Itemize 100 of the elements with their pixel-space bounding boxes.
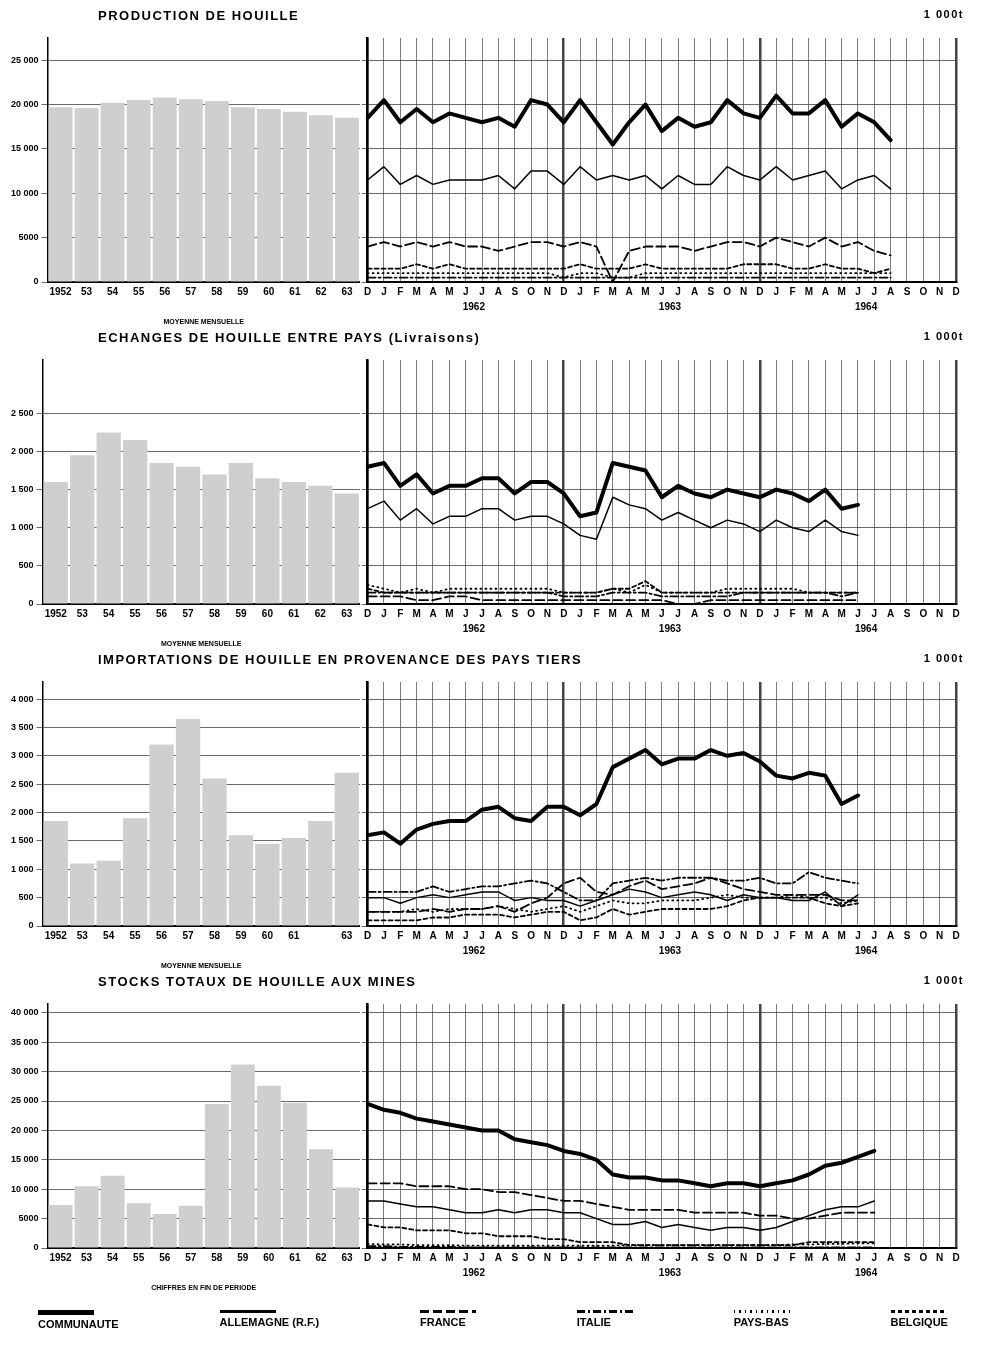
x-tick-label: 57 [185, 285, 197, 297]
chart-title: PRODUCTION DE HOUILLE [98, 8, 300, 25]
y-tick-label: 1 500 [10, 484, 34, 495]
x-tick-label: J [462, 285, 469, 297]
x-tick-label: J [659, 285, 665, 297]
x-tick-label: M [804, 1251, 814, 1263]
x-tick-label: M [837, 929, 846, 941]
x-tick-label: F [789, 1251, 796, 1263]
x-tick-label: M [412, 1251, 421, 1263]
y-tick-label: 30 000 [11, 1066, 39, 1077]
y-tick-label: 0 [28, 598, 34, 609]
x-tick-label: D [363, 285, 372, 297]
x-tick-label: D [756, 1251, 764, 1263]
x-tick-label: J [577, 1251, 583, 1263]
y-tick-label: 2 500 [10, 407, 34, 418]
x-tick-label: S [903, 285, 911, 297]
x-tick-label: J [675, 607, 681, 619]
y-tick-label: 20 000 [11, 1124, 39, 1135]
x-tick-label: D [952, 1251, 960, 1263]
x-tick-label: D [952, 929, 960, 941]
x-tick-label: O [723, 607, 732, 619]
x-tick-label: S [903, 1251, 911, 1263]
x-tick-label: 55 [129, 929, 142, 941]
x-tick-label: 56 [159, 285, 171, 297]
x-tick-label: 57 [185, 1251, 197, 1263]
x-tick-label: 58 [208, 607, 221, 619]
x-tick-label: A [887, 929, 895, 941]
x-tick-label: D [363, 1251, 372, 1263]
x-tick-label: A [625, 285, 633, 297]
y-tick-label: 15 000 [11, 1154, 39, 1165]
x-tick-label: 59 [235, 929, 247, 941]
x-tick-label: D [560, 285, 568, 297]
x-tick-label: M [412, 607, 421, 619]
x-tick-label: 63 [341, 1251, 353, 1263]
y-tick-label: 25 000 [11, 54, 39, 65]
x-tick-label: 61 [289, 1251, 301, 1263]
text: 1963 [658, 622, 682, 634]
x-tick-label: J [773, 607, 779, 619]
x-tick-label: N [543, 285, 552, 297]
x-tick-label: M [608, 929, 617, 941]
legend-label: ALLEMAGNE (R.F.) [219, 1316, 320, 1328]
x-tick-label: J [871, 1251, 878, 1263]
x-tick-label: M [804, 929, 814, 941]
x-tick-label: O [723, 929, 732, 941]
x-tick-label: S [707, 929, 715, 941]
y-axis-title: 1 000t [923, 330, 964, 344]
text: 1962 [462, 944, 486, 956]
x-tick-label: D [952, 607, 960, 619]
x-tick-label: 62 [315, 1251, 327, 1263]
x-tick-label: M [641, 607, 650, 619]
x-tick-label: 54 [107, 285, 119, 297]
x-tick-label: 1952 [49, 285, 73, 297]
x-tick-label: J [675, 1251, 681, 1263]
legend-label: ITALIE [576, 1316, 611, 1328]
x-tick-label: J [773, 285, 779, 297]
x-tick-label: 54 [103, 607, 115, 619]
x-tick-label: J [773, 929, 779, 941]
x-tick-label: A [821, 607, 829, 619]
x-tick-label: D [756, 285, 764, 297]
x-tick-label: M [445, 929, 454, 941]
x-tick-label: 53 [76, 607, 89, 619]
x-tick-label: J [479, 929, 485, 941]
x-tick-label: 58 [211, 1251, 223, 1263]
x-tick-label: J [381, 607, 387, 619]
x-tick-label: M [608, 607, 617, 619]
x-tick-label: F [397, 1251, 404, 1263]
x-tick-label: M [445, 1251, 454, 1263]
x-tick-label: M [804, 285, 814, 297]
x-tick-label: A [690, 1251, 699, 1263]
x-tick-label: S [903, 607, 911, 619]
x-tick-label: N [739, 607, 748, 619]
chart-title: ECHANGES DE HOUILLE ENTRE PAYS (Livraisons) [98, 330, 481, 347]
x-tick-label: M [445, 607, 454, 619]
x-tick-label: A [494, 929, 502, 941]
x-tick-label: J [381, 1251, 387, 1263]
x-tick-label: D [756, 929, 764, 941]
x-tick-label: 58 [211, 285, 223, 297]
x-tick-label: O [527, 285, 536, 297]
x-tick-label: D [560, 929, 568, 941]
x-tick-label: A [690, 285, 699, 297]
x-tick-label: 55 [129, 607, 142, 619]
x-tick-label: D [560, 607, 568, 619]
x-tick-label: O [527, 929, 536, 941]
x-tick-label: S [511, 285, 519, 297]
x-tick-label: 1952 [44, 607, 68, 619]
text: 1963 [658, 300, 682, 312]
x-tick-label: M [837, 285, 846, 297]
y-tick-label: 500 [18, 560, 34, 571]
x-tick-label: S [511, 929, 519, 941]
y-tick-label: 5000 [18, 1213, 39, 1224]
x-tick-label: 62 [314, 607, 327, 619]
x-tick-label: O [723, 285, 732, 297]
x-tick-label: 54 [103, 929, 115, 941]
text: 1963 [658, 1266, 682, 1278]
x-tick-label: J [659, 607, 665, 619]
x-tick-label: F [789, 929, 796, 941]
x-tick-label: A [821, 285, 829, 297]
x-tick-label: J [577, 285, 583, 297]
y-tick-label: 1 500 [10, 835, 34, 846]
x-tick-label: S [707, 607, 715, 619]
